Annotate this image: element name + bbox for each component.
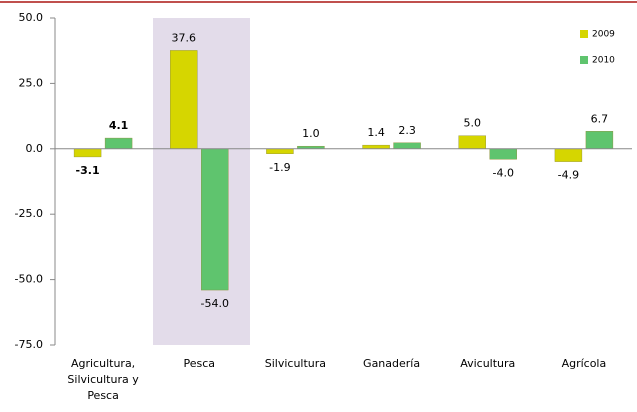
legend-label: 2009 <box>592 30 615 40</box>
x-tick-label: Pesca <box>183 357 216 370</box>
y-tick-label: 25.0 <box>19 76 44 89</box>
data-label: -4.0 <box>493 166 514 179</box>
y-tick-label: 50.0 <box>19 11 44 24</box>
legend-label: 2010 <box>592 56 615 66</box>
bar <box>362 144 390 150</box>
x-tick-label: Ganadería <box>363 357 421 370</box>
x-tick-label: Agrícola <box>561 357 607 370</box>
data-label: 1.4 <box>367 126 385 139</box>
bar <box>201 148 229 291</box>
data-label: 37.6 <box>172 31 197 44</box>
bar <box>170 50 198 150</box>
data-label: 2.3 <box>398 124 416 137</box>
x-tick-label: Silvicultura <box>264 357 327 370</box>
bar <box>554 148 583 162</box>
bar <box>266 148 294 154</box>
x-tick-label: Avicultura <box>460 357 516 370</box>
data-label: 1.0 <box>302 127 320 140</box>
y-tick-label: -75.0 <box>15 338 43 351</box>
y-tick-label: -50.0 <box>15 273 43 286</box>
bar <box>104 137 133 150</box>
bar <box>458 135 486 150</box>
bar <box>585 131 614 149</box>
bar <box>393 142 421 150</box>
y-tick-label: -25.0 <box>15 207 43 220</box>
data-label: 4.1 <box>109 119 129 132</box>
x-tick-label: Agricultura, Silvicultura y Pesca <box>67 357 139 402</box>
data-label: -3.1 <box>76 164 100 177</box>
data-label: 6.7 <box>591 112 609 125</box>
data-label: 5.0 <box>464 117 482 130</box>
data-label: -54.0 <box>201 297 229 310</box>
legend-swatch <box>580 30 588 38</box>
legend-swatch <box>580 56 588 64</box>
bar <box>73 148 102 158</box>
y-tick-label: 0.0 <box>26 142 44 155</box>
bar <box>489 148 517 160</box>
data-label: -4.9 <box>558 169 579 182</box>
data-label: -1.9 <box>269 161 290 174</box>
